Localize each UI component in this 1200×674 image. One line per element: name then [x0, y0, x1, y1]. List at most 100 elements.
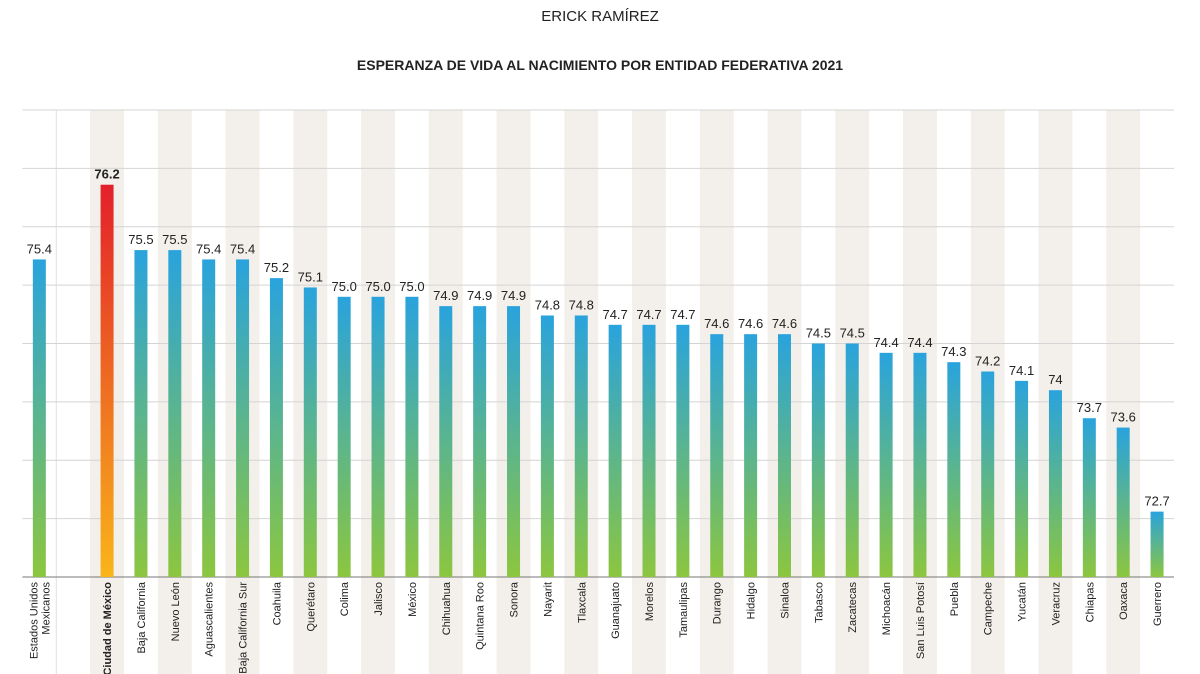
bar: [202, 259, 216, 577]
value-label: 73.6: [1111, 410, 1136, 425]
value-label: 75.5: [162, 232, 187, 247]
x-tick-label: Querétaro: [305, 582, 317, 632]
x-tick-label: Guerrero: [1152, 582, 1164, 626]
value-label: 74.4: [873, 335, 898, 350]
x-tick-label: Morelos: [644, 582, 656, 622]
bar: [371, 296, 385, 577]
bar: [676, 324, 690, 577]
bar: [507, 306, 521, 577]
x-tick-label: Chihuahua: [441, 581, 453, 635]
bar: [100, 184, 114, 577]
value-label: 74.7: [602, 307, 627, 322]
bar: [913, 352, 927, 577]
bar: [1150, 511, 1164, 577]
x-tick-label: Veracruz: [1050, 582, 1062, 625]
x-tick-label: Sinaloa: [779, 581, 791, 619]
bar: [134, 250, 148, 577]
background-stripes: [55, 110, 1141, 674]
x-tick-label: Colima: [339, 581, 351, 616]
value-label: 74.7: [636, 307, 661, 322]
x-tick-label: Ciudad de México: [102, 582, 114, 674]
value-label: 72.7: [1144, 494, 1169, 509]
value-label: 74.1: [1009, 363, 1034, 378]
bar: [744, 334, 758, 577]
x-tick-label: Chiapas: [1084, 582, 1096, 623]
bar: [269, 278, 283, 577]
bar: [879, 352, 893, 577]
value-label: 74.3: [941, 344, 966, 359]
bar: [1116, 427, 1130, 577]
bar: [845, 343, 859, 577]
x-tick-label: Durango: [712, 582, 724, 624]
x-tick-label: Baja California Sur: [238, 582, 250, 674]
value-label: 74.2: [975, 354, 1000, 369]
bar: [981, 371, 995, 577]
value-label: 75.0: [332, 279, 357, 294]
stripe: [1106, 110, 1141, 674]
x-tick-label: Nuevo León: [170, 582, 182, 641]
author: ERICK RAMÍREZ: [541, 8, 659, 25]
value-label: 74: [1048, 372, 1062, 387]
value-label: 75.4: [27, 241, 52, 256]
x-tick-label: Hidalgo: [746, 582, 758, 619]
bar: [32, 259, 46, 577]
x-tick-label: Puebla: [949, 581, 961, 616]
value-label: 74.6: [772, 316, 797, 331]
x-tick-label: Estados UnidosMexicanos: [28, 582, 52, 660]
value-label: 75.0: [365, 279, 390, 294]
x-tick-label: Sonora: [509, 581, 521, 617]
bar: [337, 296, 351, 577]
value-label: 75.4: [196, 241, 221, 256]
value-label: 74.6: [704, 316, 729, 331]
value-label: 76.2: [94, 167, 119, 182]
bar: [642, 324, 656, 577]
x-tick-label: Aguascalientes: [204, 582, 216, 657]
value-label: 75.5: [128, 232, 153, 247]
x-tick-label: Tlaxcala: [576, 581, 588, 623]
value-label: 74.8: [569, 297, 594, 312]
value-label: 74.9: [467, 288, 492, 303]
x-tick-label: Baja California: [136, 581, 148, 653]
chart-title: ESPERANZA DE VIDA AL NACIMIENTO POR ENTI…: [357, 57, 843, 73]
bar: [439, 306, 453, 577]
bar: [236, 259, 250, 577]
value-label: 75.0: [399, 279, 424, 294]
bar: [473, 306, 487, 577]
value-label: 74.7: [670, 307, 695, 322]
bar: [405, 296, 419, 577]
x-tick-label: Oaxaca: [1118, 581, 1130, 620]
value-label: 74.4: [907, 335, 932, 350]
value-label: 75.1: [298, 269, 323, 284]
bar: [574, 315, 588, 577]
x-tick-label: Jalisco: [373, 582, 385, 616]
value-label: 74.9: [433, 288, 458, 303]
value-label: 73.7: [1077, 400, 1102, 415]
value-label: 74.5: [806, 326, 831, 341]
x-tick-label: Coahuila: [271, 581, 283, 625]
x-tick-label: Zacatecas: [847, 582, 859, 633]
bar: [608, 324, 622, 577]
value-label: 74.5: [840, 326, 865, 341]
x-tick-label: México: [407, 582, 419, 617]
bar: [947, 362, 961, 577]
x-tick-label: Yucatán: [1017, 582, 1029, 622]
bar: [710, 334, 724, 577]
value-label: 74.8: [535, 297, 560, 312]
value-label: 74.6: [738, 316, 763, 331]
x-tick-label: Quintana Roo: [475, 582, 487, 650]
bar: [1015, 380, 1029, 577]
bar: [1082, 418, 1096, 577]
x-tick-label: Michoacán: [881, 582, 893, 635]
x-tick-label: Tabasco: [813, 582, 825, 623]
value-label: 74.9: [501, 288, 526, 303]
bar: [777, 334, 791, 577]
bar: [303, 287, 317, 577]
x-tick-label: Tamaulipas: [678, 582, 690, 638]
x-tick-label: San Luis Potosí: [915, 582, 927, 659]
bar: [540, 315, 554, 577]
value-label: 75.2: [264, 260, 289, 275]
x-tick-label: Campeche: [983, 582, 995, 635]
value-label: 75.4: [230, 241, 255, 256]
